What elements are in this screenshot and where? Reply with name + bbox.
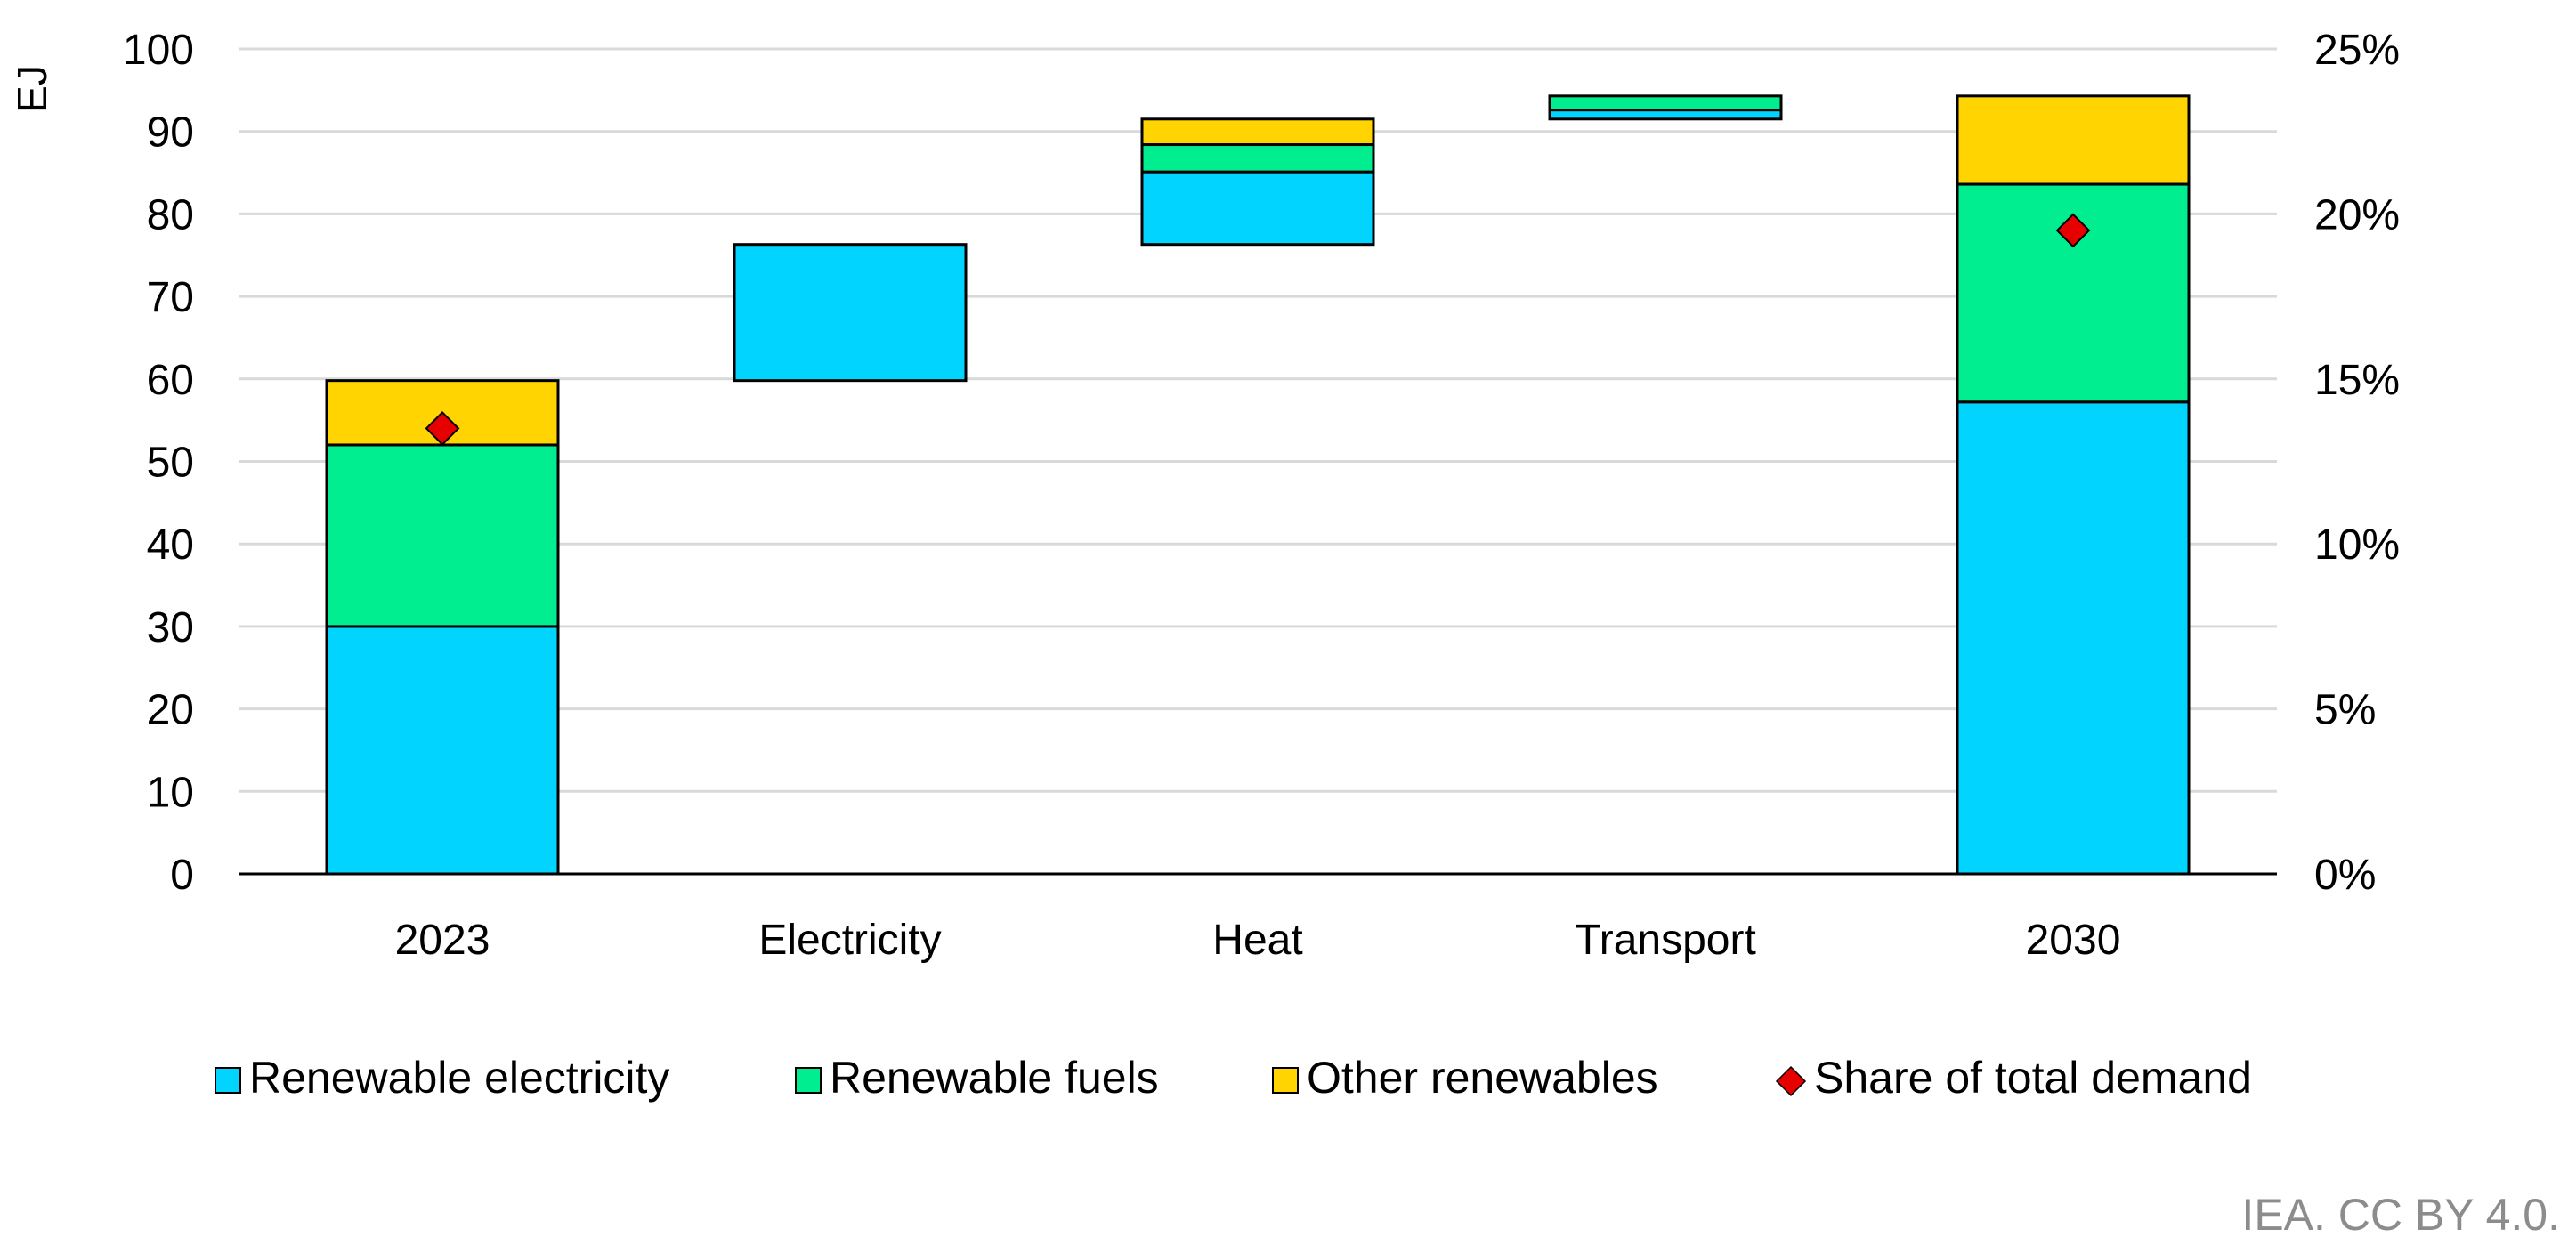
y-left-tick-50: 50 [147,440,194,487]
axes: EJ [9,65,2277,876]
bar-electricity-renewable-electricity [733,243,968,383]
bar-transport-renewable-fuels [1548,94,1783,112]
bar-2030-renewable-electricity [1956,400,2191,876]
y-right-tick-10: 10% [2314,521,2400,569]
bar-heat-renewable-electricity [1140,170,1375,247]
bar-2023-renewable-electricity [325,625,560,876]
legend-marker-share-of-total-demand [1775,1065,1807,1097]
legend-label-share-of-total-demand: Share of total demand [1814,1053,2252,1103]
legend-swatch-other-renewables [1272,1067,1299,1094]
x-tick-electricity: Electricity [758,917,941,964]
category-labels: 2023 Electricity Heat Transport 2030 [395,917,2121,964]
y-left-tick-30: 30 [147,604,194,651]
right-tick-labels: 0% 5% 10% 15% 20% 25% [2314,27,2400,899]
y-left-tick-40: 40 [147,521,194,569]
bar-2023-renewable-fuels [325,443,560,628]
x-tick-2030: 2030 [2026,917,2121,964]
y-left-tick-100: 100 [123,27,194,74]
legend: Renewable electricity Renewable fuels Ot… [215,1053,2252,1103]
x-tick-transport: Transport [1575,917,1756,964]
share-markers [425,213,2091,446]
legend-label-renewable-electricity: Renewable electricity [249,1053,669,1103]
left-tick-labels: 0 10 20 30 40 50 60 70 80 90 100 [123,27,194,899]
y-left-tick-80: 80 [147,191,194,238]
source-note: IEA. CC BY 4.0. [2241,1190,2560,1240]
legend-label-other-renewables: Other renewables [1307,1053,1658,1103]
legend-label-renewable-fuels: Renewable fuels [830,1053,1159,1103]
y-right-tick-0: 0% [2314,852,2376,899]
y-left-tick-60: 60 [147,357,194,404]
x-tick-heat: Heat [1212,917,1302,964]
y-right-tick-5: 5% [2314,687,2376,734]
legend-swatch-renewable-electricity [215,1067,241,1094]
x-tick-2023: 2023 [395,917,490,964]
bar-2030-other-renewables [1956,94,2191,186]
share-marker-2030 [2055,213,2091,248]
share-marker-2023 [425,411,460,446]
y-right-tick-15: 15% [2314,357,2400,404]
bar-heat-renewable-fuels [1140,143,1375,174]
y-axis-title: EJ [9,65,55,113]
y-left-tick-0: 0 [170,852,194,899]
bar-transport-renewable-electricity [1548,109,1783,121]
y-left-tick-70: 70 [147,274,194,321]
y-right-tick-25: 25% [2314,27,2400,74]
bars [325,94,2191,876]
legend-swatch-renewable-fuels [795,1067,822,1094]
y-right-tick-20: 20% [2314,191,2400,238]
y-left-tick-90: 90 [147,109,194,157]
y-left-tick-20: 20 [147,687,194,734]
y-left-tick-10: 10 [147,769,194,816]
bar-heat-other-renewables [1140,117,1375,147]
